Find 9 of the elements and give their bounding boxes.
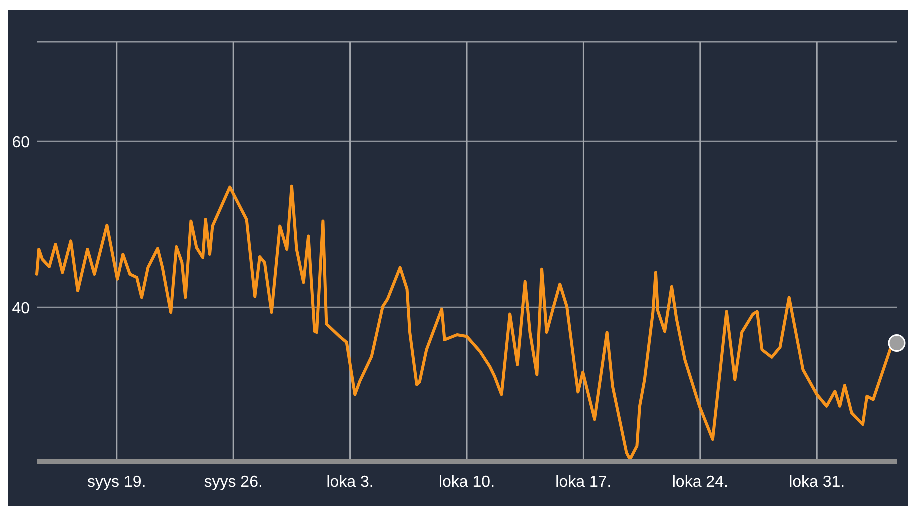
x-tick-label: loka 24.: [672, 474, 728, 491]
x-tick-label: syys 26.: [204, 474, 263, 491]
x-tick-label: loka 10.: [438, 474, 496, 491]
x-tick-label: syys 19.: [88, 474, 146, 491]
x-tick-label: loka 3.: [326, 474, 374, 491]
y-tick-label: 60: [12, 134, 30, 152]
x-tick-label: loka 17.: [556, 474, 612, 491]
y-tick-label: 40: [12, 300, 30, 318]
x-tick-label: loka 31.: [789, 474, 846, 491]
